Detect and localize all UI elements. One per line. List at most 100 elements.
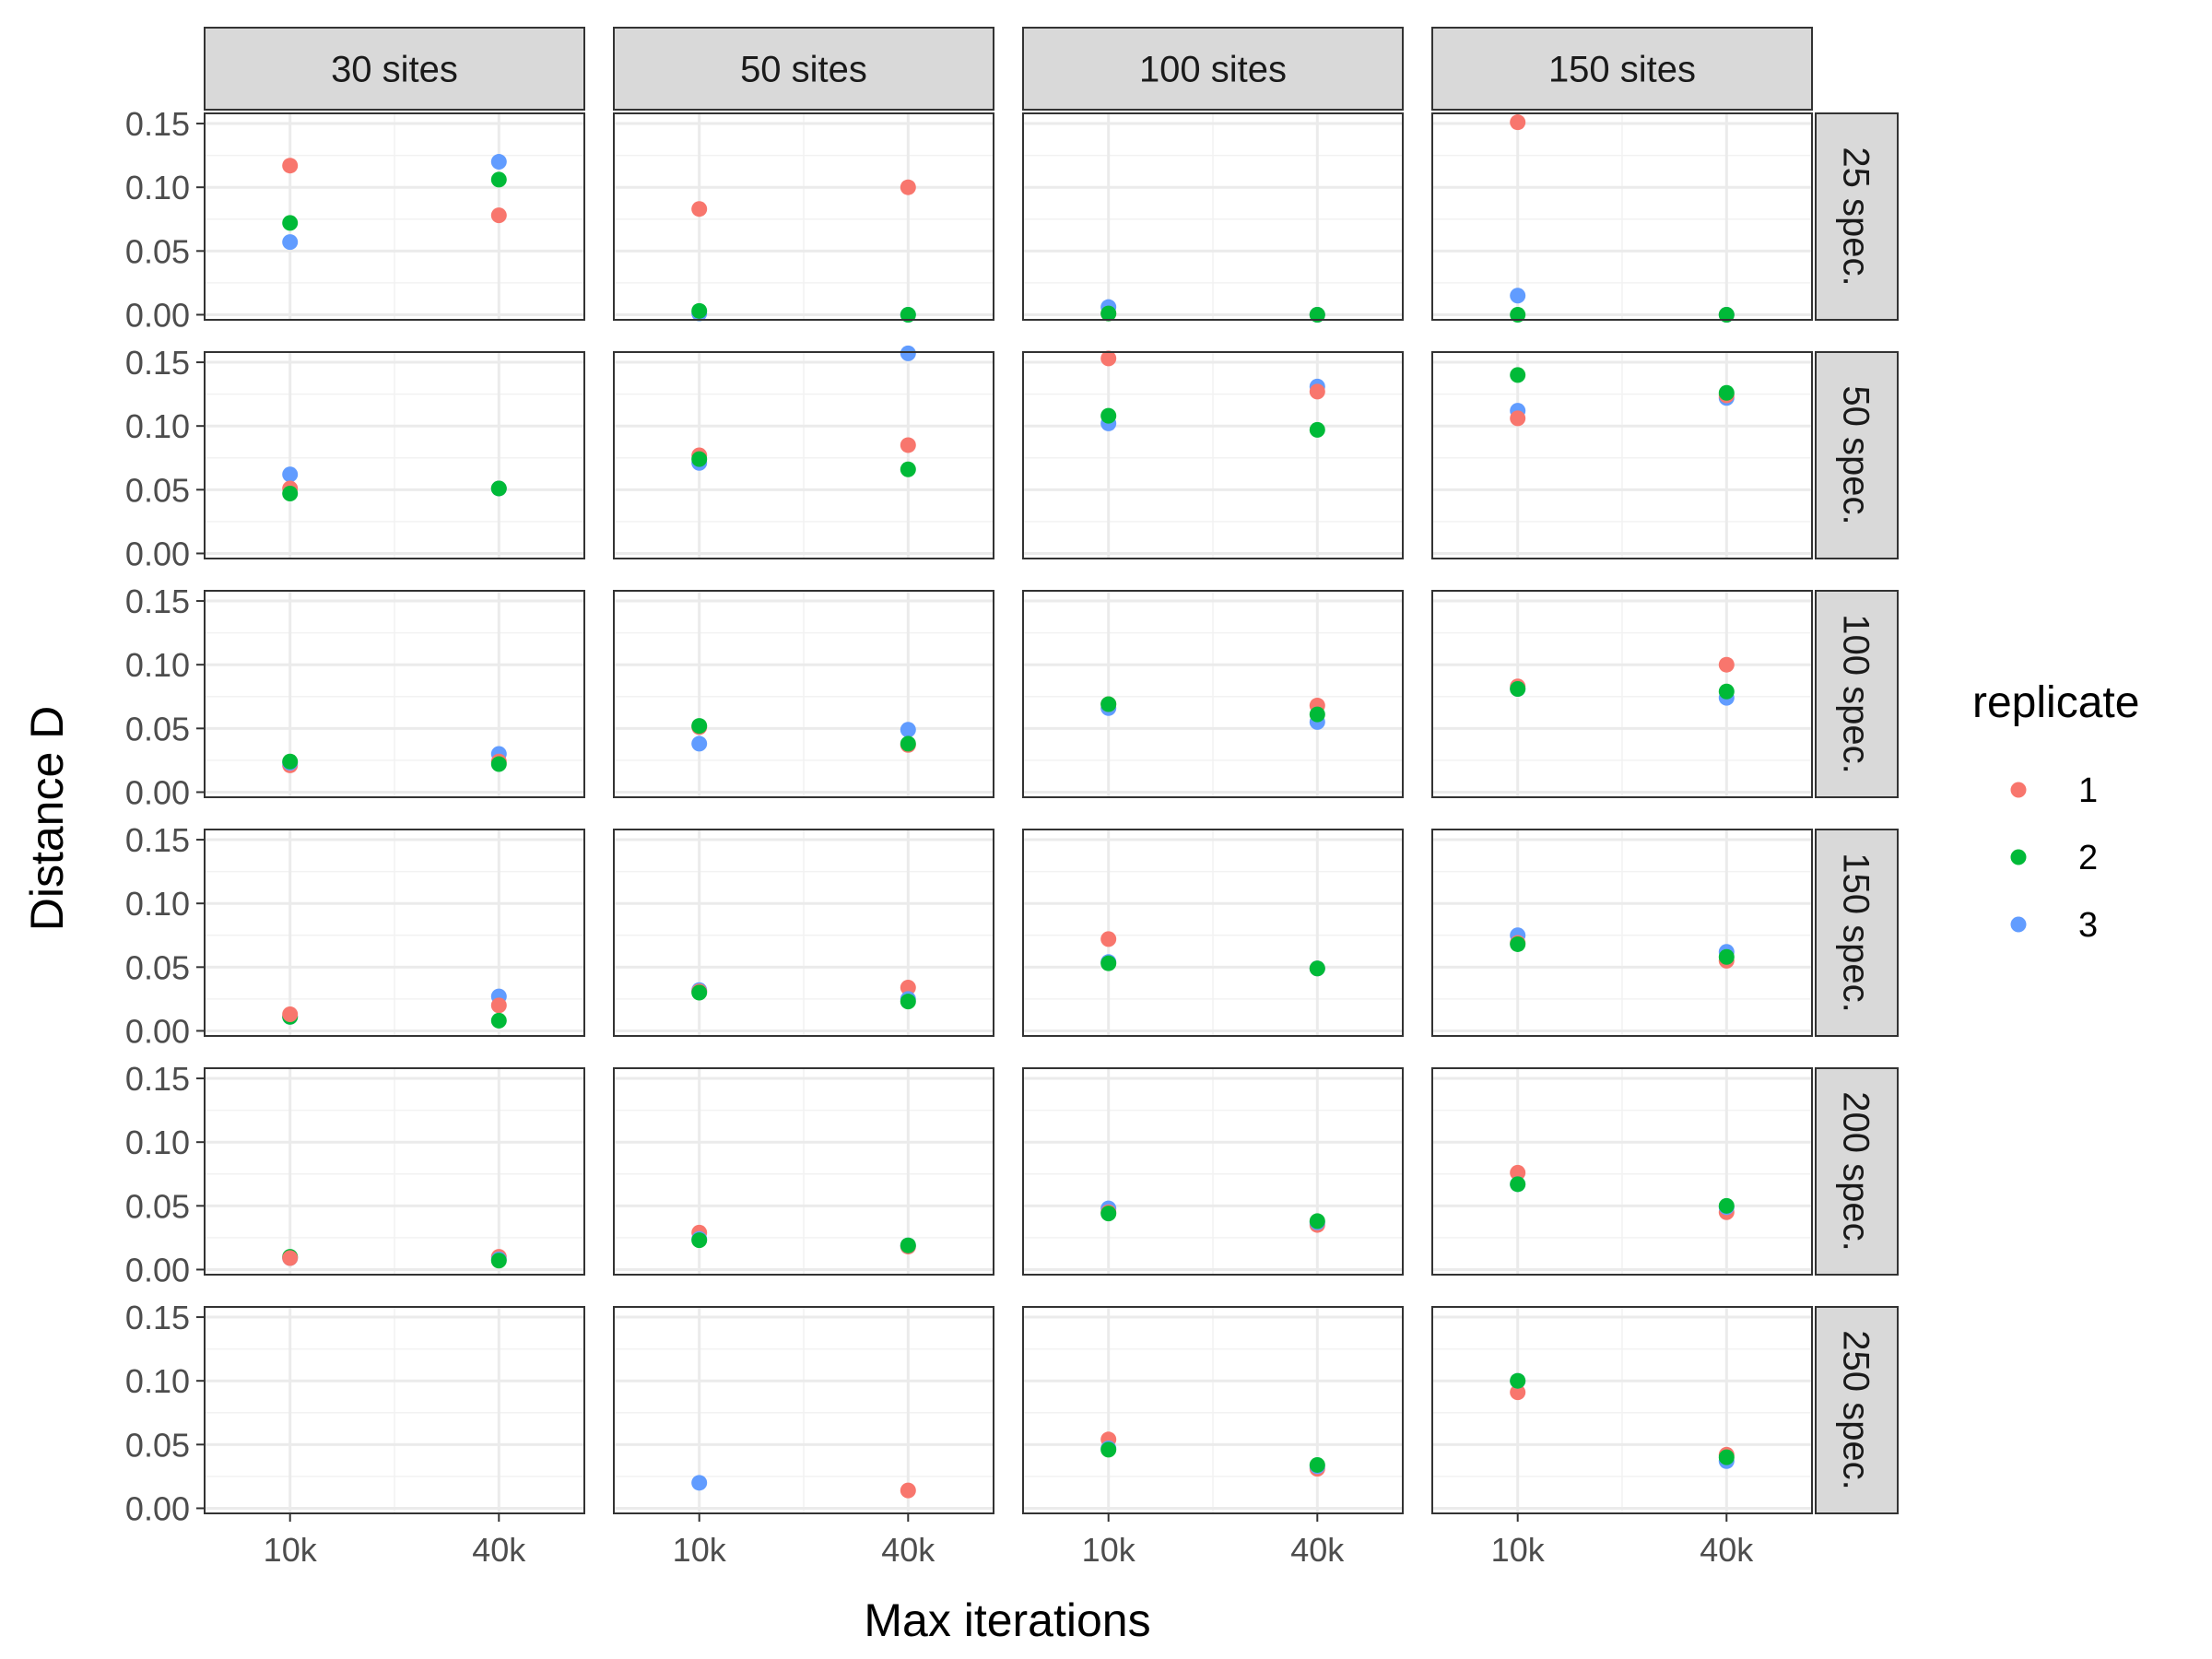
panel-border	[1431, 590, 1813, 798]
panel-border	[204, 112, 585, 321]
panel-border	[613, 829, 994, 1037]
data-point	[1100, 407, 1117, 424]
data-point	[1510, 306, 1526, 323]
data-point	[900, 179, 916, 195]
data-point	[282, 215, 299, 231]
panel-border	[1022, 351, 1404, 559]
y-tick-label: 0.15	[125, 1299, 190, 1336]
data-point	[1309, 1456, 1325, 1473]
data-point	[490, 154, 507, 171]
y-tick-label: 0.15	[125, 582, 190, 620]
facet-panel	[1431, 829, 1813, 1037]
y-tick-label: 0.05	[125, 1187, 190, 1225]
data-point	[282, 1250, 299, 1266]
y-tick-label: 0.00	[125, 773, 190, 811]
row-strip	[1815, 351, 1899, 559]
facet-panel	[613, 112, 994, 323]
x-tick-label: 40k	[881, 1531, 935, 1569]
data-point	[1100, 931, 1117, 947]
panel-border	[1022, 829, 1404, 1037]
data-point	[1510, 935, 1526, 952]
legend-title: replicate	[1972, 678, 2139, 727]
facet-panel	[1022, 1067, 1404, 1276]
legend-label: 2	[2078, 839, 2098, 877]
y-axis-title: Distance D	[21, 706, 73, 932]
panel-border	[204, 1067, 585, 1276]
y-tick-label: 0.10	[125, 1362, 190, 1400]
data-point	[282, 234, 299, 251]
x-axis-title: Max iterations	[864, 1594, 1150, 1646]
data-point	[691, 201, 708, 218]
y-tick-label: 0.15	[125, 1060, 190, 1098]
data-point	[282, 753, 299, 770]
data-point	[490, 207, 507, 224]
facet-panel	[613, 829, 994, 1037]
data-point	[490, 171, 507, 188]
data-point	[1718, 1449, 1735, 1465]
panel-border	[204, 1306, 585, 1514]
data-point	[691, 1232, 708, 1249]
data-point	[900, 1482, 916, 1499]
legend-swatch	[2010, 916, 2027, 933]
y-tick-label: 0.10	[125, 885, 190, 923]
data-point	[1100, 955, 1117, 971]
column-strip-label: 150 sites	[1548, 50, 1696, 90]
data-point	[900, 345, 916, 361]
panel-border	[204, 351, 585, 559]
panel-border	[1431, 351, 1813, 559]
panel-border	[613, 112, 994, 321]
x-tick-label: 10k	[1491, 1531, 1546, 1569]
data-point	[490, 756, 507, 772]
y-tick-label: 0.10	[125, 169, 190, 206]
data-point	[900, 979, 916, 995]
data-point	[490, 1012, 507, 1029]
facet-panel: 0.00 0.05 0.10 0.15	[125, 1060, 585, 1288]
y-tick-label: 0.00	[125, 1251, 190, 1288]
data-point	[900, 1237, 916, 1253]
data-point	[282, 485, 299, 501]
data-point	[1510, 1164, 1526, 1181]
data-point	[1510, 1176, 1526, 1193]
facet-panel	[1431, 351, 1813, 559]
row-strip	[1815, 112, 1899, 321]
panels-layer: 30 sites 50 sites 100 sites 150 sites 25 spe…	[125, 27, 1899, 1569]
legend-label: 3	[2078, 906, 2098, 945]
data-point	[1309, 960, 1325, 977]
data-point	[1510, 680, 1526, 697]
panel-border	[204, 829, 585, 1037]
facet-panel: 0.00 0.05 0.10 0.15	[125, 821, 585, 1050]
y-tick-label: 0.05	[125, 232, 190, 270]
facet-panel: 10k 40k	[1022, 1306, 1404, 1569]
panel-border	[1022, 112, 1404, 321]
panel-border	[613, 1067, 994, 1276]
facet-panel: 0.00 0.05 0.10 0.15 10k 40k	[125, 1299, 585, 1569]
data-point	[1100, 1206, 1117, 1222]
x-tick-label: 10k	[673, 1531, 727, 1569]
data-point	[691, 735, 708, 752]
legend-label: 1	[2078, 771, 2098, 810]
facet-panel	[1022, 112, 1404, 323]
row-strip	[1815, 1067, 1899, 1276]
data-point	[1100, 305, 1117, 322]
x-tick-label: 10k	[1082, 1531, 1136, 1569]
data-point	[1718, 656, 1735, 673]
data-point	[691, 984, 708, 1001]
facet-panel: 0.00 0.05 0.10 0.15	[125, 344, 585, 572]
data-point	[1309, 383, 1325, 400]
y-tick-label: 0.05	[125, 471, 190, 509]
data-point	[490, 997, 507, 1014]
row-strip-label: 100 spec.	[1836, 614, 1877, 773]
row-strip-label: 150 spec.	[1836, 853, 1877, 1012]
row-strip-label: 200 spec.	[1836, 1091, 1877, 1251]
y-tick-label: 0.10	[125, 646, 190, 684]
data-point	[900, 437, 916, 453]
panel-border	[204, 590, 585, 798]
legend-entries: 1 2 3	[2010, 771, 2098, 945]
data-point	[1309, 1213, 1325, 1230]
data-point	[1100, 696, 1117, 712]
facet-panel	[1431, 590, 1813, 798]
data-point	[900, 722, 916, 738]
panel-border	[1431, 1306, 1813, 1514]
panel-border	[1022, 1306, 1404, 1514]
